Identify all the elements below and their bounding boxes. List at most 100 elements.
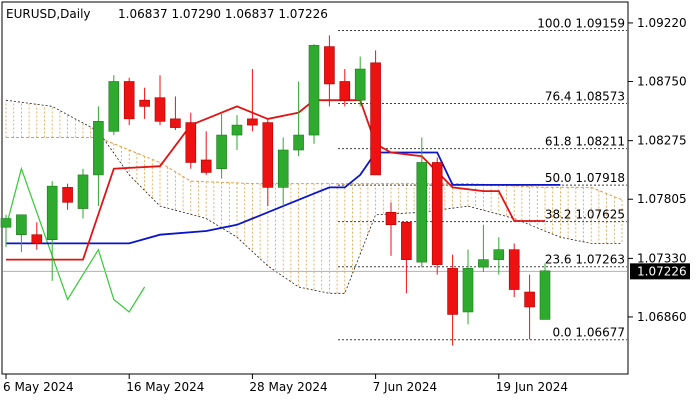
candle xyxy=(324,35,335,107)
candle xyxy=(262,118,274,207)
fibonacci-levels: 100.0 1.09159 76.4 1.08573 61.8 1.08211 50.… xyxy=(338,17,627,341)
candle xyxy=(493,237,505,275)
y-tick-label: 1.07805 xyxy=(637,192,687,206)
candle xyxy=(16,214,27,253)
candle xyxy=(46,181,58,281)
candle-body xyxy=(431,162,443,265)
candle xyxy=(200,131,212,175)
candle-body xyxy=(46,185,58,241)
tenkan-sen-line xyxy=(6,99,545,261)
candle xyxy=(401,221,412,294)
candle-body xyxy=(354,68,366,101)
candle xyxy=(462,249,474,325)
candle xyxy=(431,157,443,275)
candle-body xyxy=(16,214,27,236)
candle xyxy=(539,263,551,320)
candle xyxy=(62,183,73,210)
candle-body xyxy=(185,122,197,163)
candle-body xyxy=(339,81,351,101)
candle-body xyxy=(139,99,150,107)
candle xyxy=(77,168,89,219)
candle-body xyxy=(308,45,320,136)
cloud-span-a xyxy=(6,137,623,201)
candle-body xyxy=(524,291,535,308)
candle-body xyxy=(231,124,243,136)
candle xyxy=(524,274,535,340)
candle-body xyxy=(324,46,335,85)
candle-body xyxy=(0,218,12,228)
candle-body xyxy=(247,118,258,126)
candle-body xyxy=(293,134,304,151)
candle xyxy=(185,112,197,169)
indicator-lines xyxy=(3,99,627,313)
current-price-label: 1.07226 xyxy=(637,264,687,278)
candle-body xyxy=(401,221,412,260)
candle xyxy=(108,75,120,136)
x-tick-label: 16 May 2024 xyxy=(126,380,204,394)
fib-level-label: 38.2 1.07625 xyxy=(545,208,625,222)
candle xyxy=(370,50,381,176)
fib-level-label: 100.0 1.09159 xyxy=(537,17,625,31)
candle-body xyxy=(478,259,489,268)
candle xyxy=(277,137,289,207)
candle xyxy=(154,75,166,126)
candle-body xyxy=(108,81,120,132)
candle-body xyxy=(62,187,73,203)
candle-body xyxy=(462,268,474,313)
candle xyxy=(0,214,12,248)
symbol-label: EURUSD,Daily xyxy=(6,7,91,21)
candle-body xyxy=(539,270,551,320)
candle-body xyxy=(123,81,135,120)
candle xyxy=(447,254,458,346)
candle xyxy=(139,87,150,119)
candle-body xyxy=(262,122,274,188)
y-tick-label: 1.06860 xyxy=(637,310,687,324)
candle xyxy=(93,106,104,207)
y-tick-label: 1.08275 xyxy=(637,134,687,148)
candle xyxy=(508,243,520,298)
ichimoku-cloud xyxy=(5,99,623,294)
candle-body xyxy=(154,97,166,122)
candle-body xyxy=(93,121,104,176)
candle-body xyxy=(447,268,458,315)
fib-level-label: 76.4 1.08573 xyxy=(545,90,625,104)
kijun-sen-line xyxy=(6,151,561,245)
y-tick-label: 1.09220 xyxy=(637,16,687,30)
current-price-tag: 1.07226 xyxy=(630,263,690,280)
candle xyxy=(354,56,366,107)
candle xyxy=(478,224,489,273)
candle-body xyxy=(200,159,212,173)
x-tick-label: 28 May 2024 xyxy=(249,380,327,394)
candle xyxy=(385,202,397,256)
fib-level-label: 50.0 1.07918 xyxy=(545,171,625,185)
candle-body xyxy=(277,149,289,188)
candle xyxy=(216,112,227,179)
candle-body xyxy=(170,118,181,128)
candle xyxy=(170,96,181,131)
x-tick-label: 7 Jun 2024 xyxy=(373,380,438,394)
candle-body xyxy=(216,134,227,169)
candle-body xyxy=(77,174,89,209)
fib-level-label: 0.0 1.06677 xyxy=(552,326,625,340)
candle xyxy=(416,137,428,268)
chikou-span-line xyxy=(5,166,146,313)
candle xyxy=(308,44,320,144)
candle xyxy=(247,69,258,132)
y-axis: 1.09220 1.08750 1.08275 1.07805 1.07330 1.068… xyxy=(628,16,687,324)
candle xyxy=(231,115,243,151)
candle xyxy=(31,222,43,250)
candles xyxy=(0,35,551,346)
y-tick-label: 1.07330 xyxy=(637,251,687,265)
candle-body xyxy=(493,249,505,260)
x-tick-label: 19 Jun 2024 xyxy=(496,380,568,394)
fib-level-label: 23.6 1.07263 xyxy=(545,253,625,267)
candle xyxy=(293,81,304,157)
candle xyxy=(123,77,135,126)
candle-body xyxy=(370,62,381,176)
ohlc-readout: 1.06837 1.07290 1.06837 1.07226 xyxy=(118,7,328,21)
candle-body xyxy=(31,234,43,244)
candle-body xyxy=(416,162,428,263)
x-tick-label: 6 May 2024 xyxy=(3,380,74,394)
